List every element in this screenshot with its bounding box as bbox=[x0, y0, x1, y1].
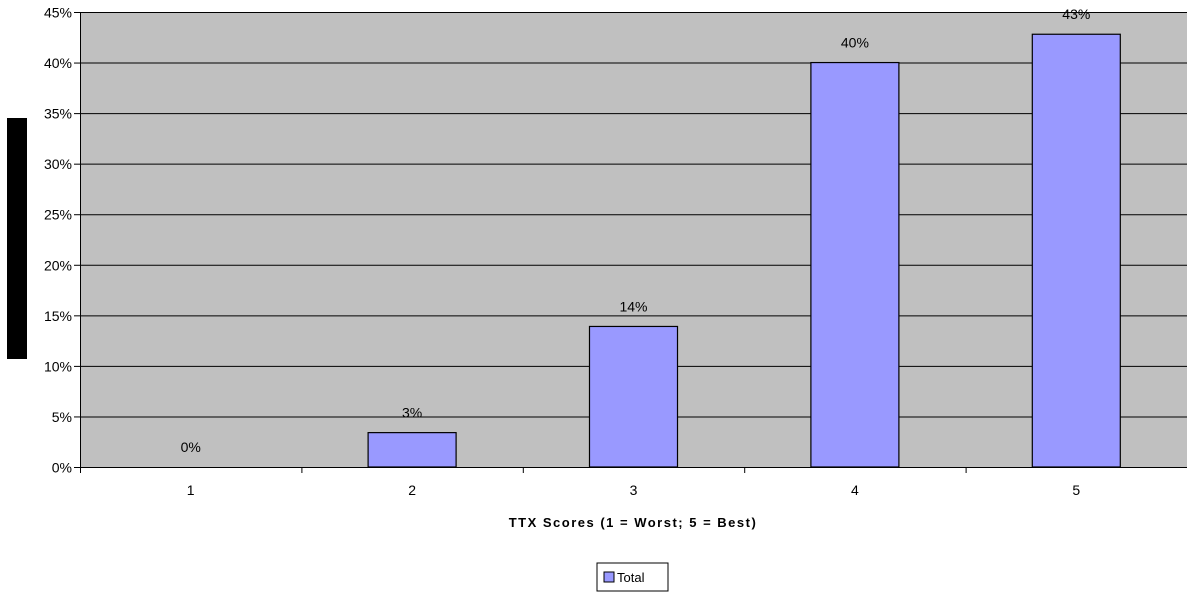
y-tick-label: 20% bbox=[44, 257, 72, 273]
data-labels: 0% 3% 14% 40% 43% bbox=[181, 6, 1091, 455]
y-tick-label: 30% bbox=[44, 156, 72, 172]
x-tick-label: 3 bbox=[630, 482, 638, 498]
bar-series bbox=[367, 33, 1121, 468]
redaction-bar bbox=[7, 118, 27, 359]
x-tick-label: 5 bbox=[1072, 482, 1080, 498]
x-axis-title: TTX Scores (1 = Worst; 5 = Best) bbox=[509, 515, 758, 530]
data-label: 40% bbox=[841, 35, 869, 51]
y-tick-label: 25% bbox=[44, 207, 72, 223]
y-axis-ticks: 0% 5% 10% 15% 20% 25% 30% 35% 40% 45% bbox=[44, 5, 80, 476]
bar bbox=[367, 432, 457, 468]
x-tick-label: 2 bbox=[408, 482, 416, 498]
y-tick-label: 0% bbox=[52, 460, 72, 476]
y-tick-label: 10% bbox=[44, 358, 72, 374]
legend-swatch-total bbox=[603, 571, 615, 583]
x-tick-label: 1 bbox=[187, 482, 195, 498]
legend: Total bbox=[596, 562, 669, 592]
x-axis-ticks: 1 2 3 4 5 bbox=[80, 467, 1080, 498]
data-label: 43% bbox=[1062, 6, 1090, 22]
bar bbox=[1031, 33, 1121, 468]
legend-box bbox=[596, 562, 669, 592]
y-tick-label: 15% bbox=[44, 308, 72, 324]
y-tick-label: 45% bbox=[44, 5, 72, 21]
bar bbox=[810, 61, 900, 468]
x-tick-label: 4 bbox=[851, 482, 859, 498]
bar bbox=[588, 325, 679, 468]
data-label: 14% bbox=[619, 298, 647, 314]
y-tick-label: 35% bbox=[44, 106, 72, 122]
data-label: 3% bbox=[402, 405, 422, 421]
y-tick-label: 40% bbox=[44, 55, 72, 71]
legend-label-total: Total bbox=[617, 570, 645, 585]
y-tick-label: 5% bbox=[52, 409, 72, 425]
data-label: 0% bbox=[181, 439, 201, 455]
